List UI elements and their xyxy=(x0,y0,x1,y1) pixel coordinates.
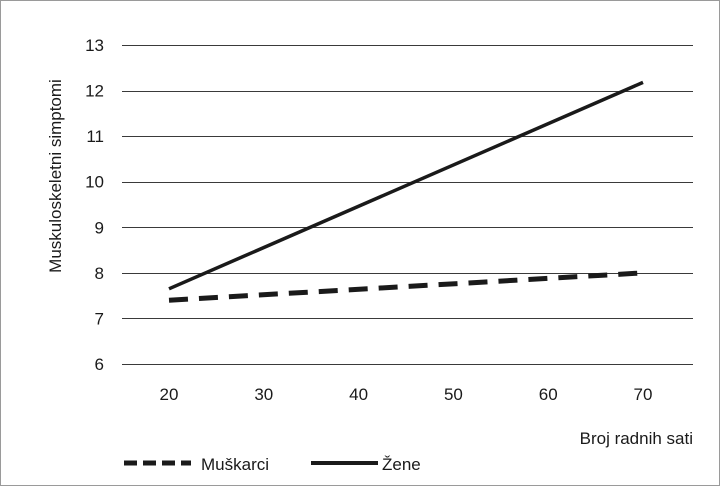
y-tick-label: 8 xyxy=(95,264,104,283)
x-tick-label: 20 xyxy=(160,385,179,404)
y-tick-labels: 6 7 8 9 10 11 12 13 xyxy=(85,36,104,374)
series-lines xyxy=(168,80,644,303)
y-axis-label: Muskuloskeletni simptomi xyxy=(46,79,65,273)
legend-label-zene: Žene xyxy=(382,455,421,474)
x-tick-label: 30 xyxy=(254,385,273,404)
y-tick-label: 7 xyxy=(95,309,104,328)
x-tick-label: 40 xyxy=(349,385,368,404)
y-tick-label: 12 xyxy=(85,82,104,101)
y-tick-label: 11 xyxy=(86,127,104,146)
x-tick-label: 60 xyxy=(539,385,558,404)
x-axis-label: Broj radnih sati xyxy=(580,429,693,448)
legend: Muškarci Žene xyxy=(124,455,421,474)
y-tick-label: 10 xyxy=(85,173,104,192)
x-tick-label: 50 xyxy=(444,385,463,404)
y-tick-label: 13 xyxy=(85,36,104,55)
y-tick-label: 6 xyxy=(95,355,104,374)
series-line-zene xyxy=(168,80,644,291)
x-tick-label: 70 xyxy=(634,385,653,404)
x-tick-labels: 20 30 40 50 60 70 xyxy=(160,385,653,404)
legend-label-muskarci: Muškarci xyxy=(201,455,269,474)
series-line-muskarci xyxy=(168,270,644,303)
gridlines xyxy=(122,45,693,365)
y-tick-label: 9 xyxy=(95,218,104,237)
